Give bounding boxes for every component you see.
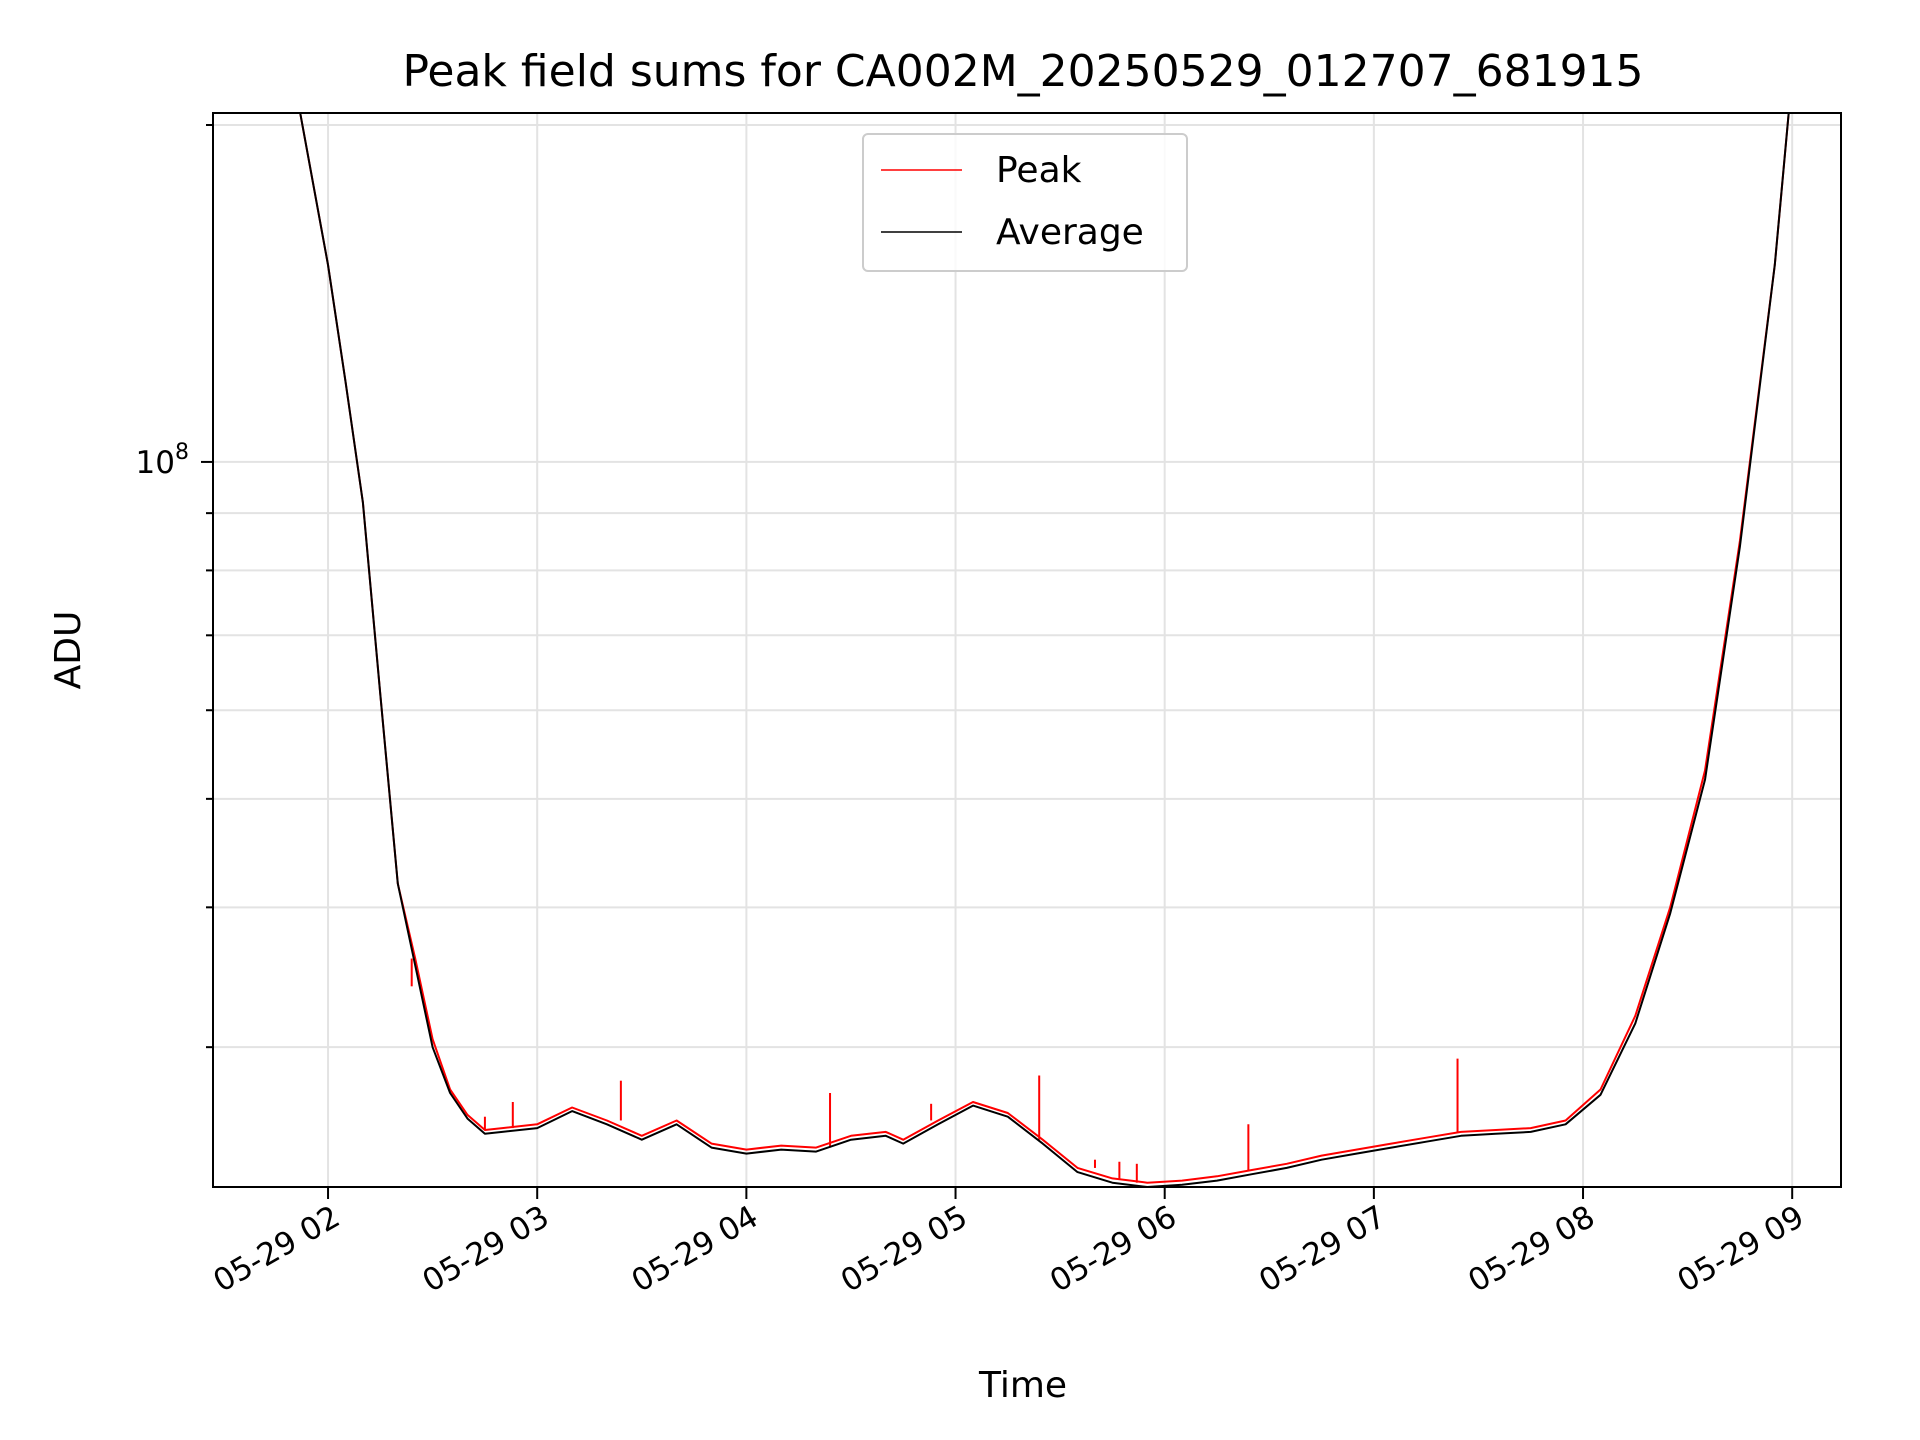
plot-area bbox=[299, 113, 1790, 1187]
y-tick-label-base: 10 bbox=[136, 445, 175, 481]
legend-label-peak: Peak bbox=[996, 150, 1082, 191]
series-layer bbox=[299, 113, 1790, 1187]
legend-label-average: Average bbox=[996, 212, 1144, 253]
y-axis-label: ADU bbox=[48, 611, 89, 690]
series-line-peak bbox=[299, 113, 1790, 1184]
y-tick-label: 108 bbox=[136, 440, 189, 481]
legend-box bbox=[862, 133, 1188, 272]
legend: Peak Average bbox=[862, 133, 1188, 272]
y-tick-label-exponent: 8 bbox=[175, 440, 189, 465]
chart-title: Peak field sums for CA002M_20250529_0127… bbox=[402, 46, 1643, 97]
x-axis-label: Time bbox=[978, 1365, 1067, 1406]
grid bbox=[213, 113, 1841, 1187]
plot-frame bbox=[212, 112, 1842, 1188]
series-line-average bbox=[299, 113, 1790, 1187]
